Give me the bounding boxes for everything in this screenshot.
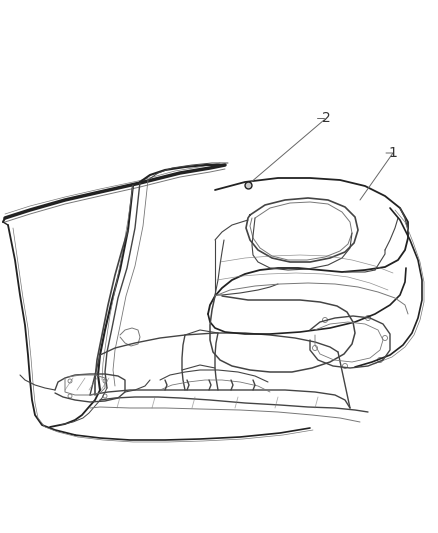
Text: 1: 1 xyxy=(388,146,397,160)
Text: 2: 2 xyxy=(322,111,331,125)
